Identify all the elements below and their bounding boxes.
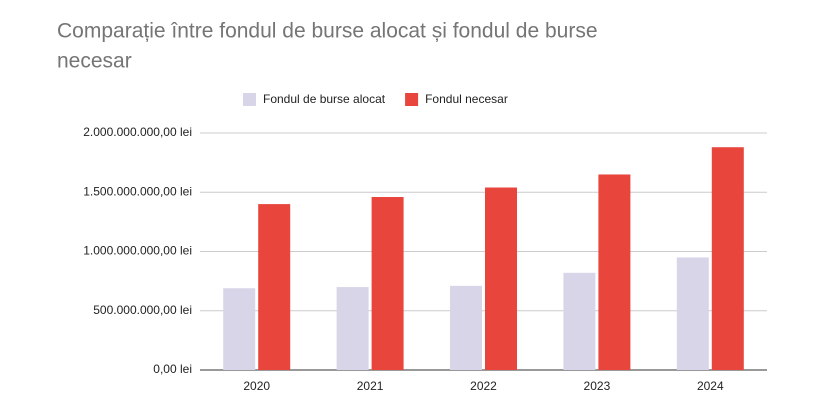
chart-title: necesar	[57, 50, 132, 73]
bar	[371, 196, 404, 370]
bar	[711, 147, 744, 370]
legend-swatch	[243, 93, 256, 106]
x-tick-label: 2020	[243, 379, 270, 393]
bar	[336, 287, 369, 370]
chart-title: Comparație între fondul de burse alocat …	[57, 20, 598, 43]
y-tick-label: 1.000.000.000,00 lei	[83, 244, 192, 258]
bar	[450, 285, 482, 370]
x-tick-label: 2023	[584, 379, 611, 393]
bar	[676, 257, 709, 370]
y-tick-label: 500.000.000,00 lei	[93, 303, 192, 317]
legend-swatch	[405, 93, 419, 106]
y-tick-label: 2.000.000.000,00 lei	[83, 125, 192, 139]
bar	[598, 174, 631, 370]
y-tick-label: 1.500.000.000,00 lei	[83, 184, 192, 198]
x-tick-label: 2022	[470, 379, 497, 393]
bar	[563, 272, 596, 370]
bar	[485, 187, 517, 370]
legend-label: Fondul de burse alocat	[263, 92, 386, 106]
bar	[258, 204, 291, 370]
y-tick-label: 0,00 lei	[153, 362, 192, 376]
x-tick-label: 2024	[697, 379, 724, 393]
legend-label: Fondul necesar	[425, 92, 508, 106]
bar	[223, 288, 256, 370]
x-tick-label: 2021	[357, 379, 384, 393]
